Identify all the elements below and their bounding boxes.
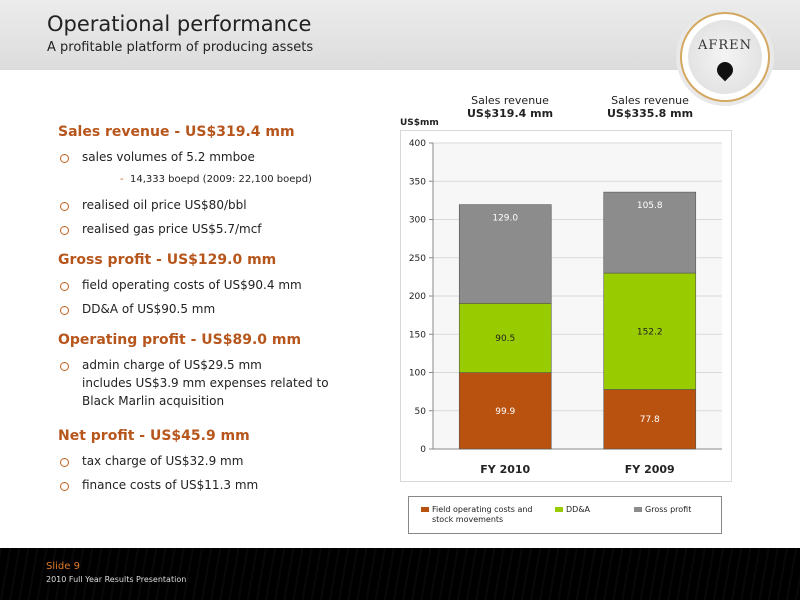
circle-bullet-icon: [60, 282, 69, 291]
circle-bullet-icon: [60, 306, 69, 315]
afren-logo: AFREN: [680, 12, 770, 102]
section-heading-gross: Gross profit - US$129.0 mm: [58, 252, 277, 268]
legend-swatch: [421, 507, 429, 512]
chart-legend: Field operating costs and stock movement…: [408, 496, 722, 534]
chart-header-fy2009: Sales revenue US$335.8 mm: [606, 94, 694, 120]
circle-bullet-icon: [60, 458, 69, 467]
slide-subtitle: A profitable platform of producing asset…: [47, 40, 314, 55]
bullet-item: realised oil price US$80/bbl: [60, 198, 247, 212]
slide-title: Operational performance: [47, 12, 312, 36]
slide-header: Operational performance A profitable pla…: [0, 0, 800, 70]
bullet-item: sales volumes of 5.2 mmboe: [60, 150, 255, 164]
chart-header-fy2010: Sales revenue US$319.4 mm: [466, 94, 554, 120]
logo-text: AFREN: [697, 38, 753, 53]
y-axis-label: US$mm: [400, 118, 439, 128]
bullet-continuation: includes US$3.9 mm expenses related to: [82, 376, 329, 390]
slide-number: Slide 9: [46, 561, 80, 572]
section-heading-sales: Sales revenue - US$319.4 mm: [58, 124, 295, 140]
circle-bullet-icon: [60, 362, 69, 371]
bullet-item: admin charge of US$29.5 mm: [60, 358, 262, 372]
bullet-continuation: Black Marlin acquisition: [82, 394, 225, 408]
circle-bullet-icon: [60, 154, 69, 163]
legend-swatch: [555, 507, 563, 512]
bullet-item: field operating costs of US$90.4 mm: [60, 278, 302, 292]
chart-frame: [400, 130, 732, 482]
legend-item: DD&A: [555, 505, 590, 515]
presentation-title: 2010 Full Year Results Presentation: [46, 575, 187, 584]
legend-swatch: [634, 507, 642, 512]
bullet-item: tax charge of US$32.9 mm: [60, 454, 243, 468]
circle-bullet-icon: [60, 226, 69, 235]
bullet-item: finance costs of US$11.3 mm: [60, 478, 258, 492]
bullet-item: DD&A of US$90.5 mm: [60, 302, 215, 316]
logo-globe: [688, 20, 762, 94]
sub-bullet-item: -14,333 boepd (2009: 22,100 boepd): [120, 174, 312, 185]
bullet-item: realised gas price US$5.7/mcf: [60, 222, 262, 236]
section-heading-net: Net profit - US$45.9 mm: [58, 428, 250, 444]
slide-footer: Slide 9 2010 Full Year Results Presentat…: [0, 548, 800, 600]
circle-bullet-icon: [60, 202, 69, 211]
circle-bullet-icon: [60, 482, 69, 491]
legend-item: Gross profit: [634, 505, 691, 515]
section-heading-operating: Operating profit - US$89.0 mm: [58, 332, 302, 348]
legend-item: Field operating costs and stock movement…: [421, 505, 542, 525]
